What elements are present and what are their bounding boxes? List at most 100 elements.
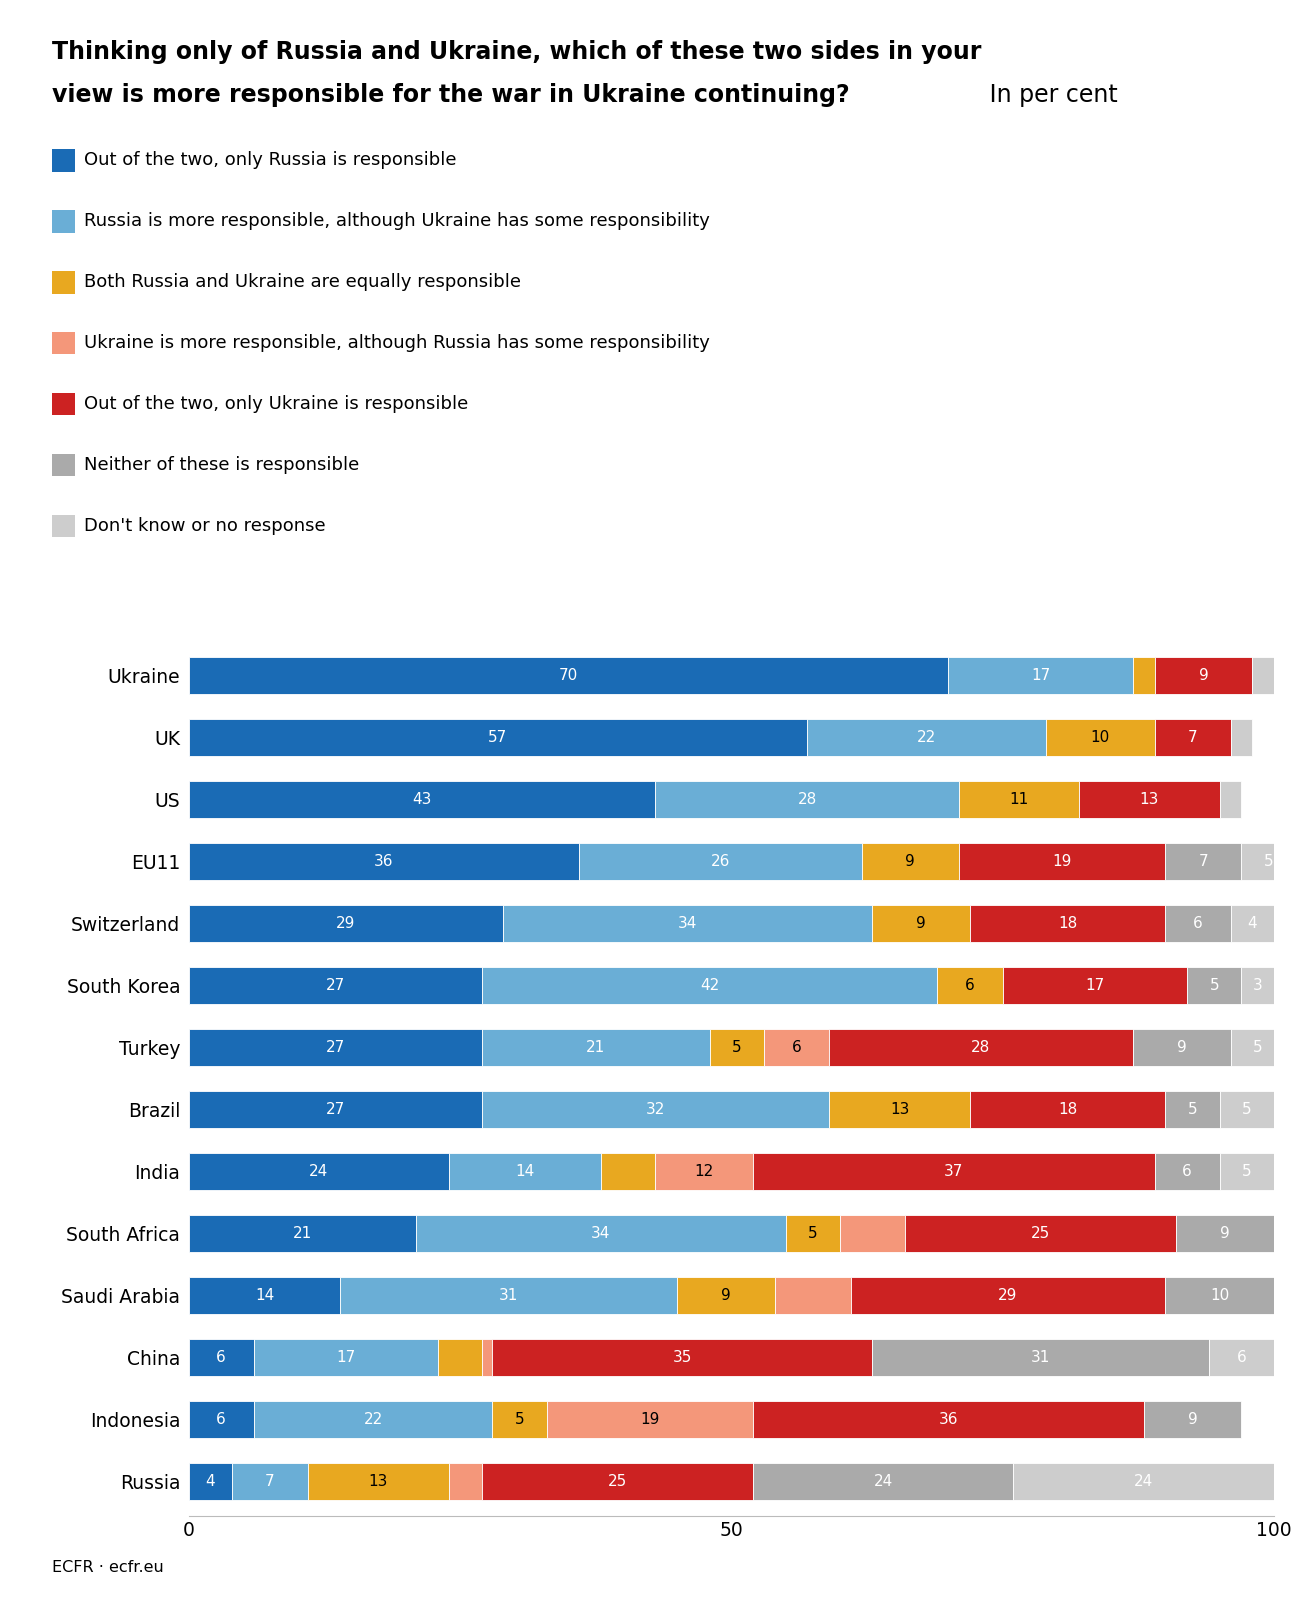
Text: 13: 13 bbox=[889, 1102, 909, 1118]
Bar bbox=[1166, 1091, 1219, 1128]
Text: 29: 29 bbox=[998, 1288, 1018, 1302]
Text: 70: 70 bbox=[559, 669, 578, 683]
Bar bbox=[254, 1400, 493, 1439]
Text: 17: 17 bbox=[1031, 669, 1050, 683]
Text: 37: 37 bbox=[944, 1165, 963, 1179]
Bar bbox=[1154, 658, 1252, 695]
Bar bbox=[188, 1463, 231, 1500]
Bar bbox=[753, 1463, 1014, 1500]
Text: 32: 32 bbox=[646, 1102, 666, 1118]
Text: 7: 7 bbox=[1199, 855, 1208, 869]
Bar bbox=[1231, 905, 1274, 942]
Bar bbox=[905, 1216, 1176, 1253]
Bar bbox=[188, 1153, 448, 1190]
Text: 29: 29 bbox=[337, 916, 356, 932]
Bar bbox=[503, 905, 872, 942]
Bar bbox=[1209, 1339, 1274, 1376]
Text: 3: 3 bbox=[1253, 978, 1262, 993]
Bar bbox=[1231, 719, 1252, 757]
Text: 10: 10 bbox=[1210, 1288, 1230, 1302]
Bar bbox=[448, 1153, 601, 1190]
Text: 27: 27 bbox=[325, 1102, 344, 1118]
Bar bbox=[1132, 1030, 1231, 1067]
Bar bbox=[753, 1400, 1144, 1439]
Bar bbox=[959, 844, 1166, 881]
Bar bbox=[1132, 658, 1154, 695]
Bar bbox=[481, 1030, 710, 1067]
Bar bbox=[970, 905, 1166, 942]
Text: 57: 57 bbox=[489, 730, 507, 746]
Bar bbox=[231, 1463, 308, 1500]
Text: 9: 9 bbox=[1188, 1412, 1197, 1428]
Text: 13: 13 bbox=[1140, 792, 1158, 807]
Text: 36: 36 bbox=[939, 1412, 958, 1428]
Bar bbox=[850, 1277, 1166, 1314]
Bar bbox=[188, 781, 655, 818]
Text: 5: 5 bbox=[1188, 1102, 1197, 1118]
Bar bbox=[188, 1030, 481, 1067]
Text: 6: 6 bbox=[1236, 1351, 1247, 1365]
Text: 7: 7 bbox=[265, 1474, 274, 1489]
Bar bbox=[1242, 967, 1274, 1004]
Text: 25: 25 bbox=[607, 1474, 627, 1489]
Text: In per cent: In per cent bbox=[982, 83, 1117, 107]
Bar bbox=[829, 1030, 1132, 1067]
Text: 5: 5 bbox=[732, 1039, 741, 1055]
Text: 6: 6 bbox=[216, 1351, 226, 1365]
Text: 5: 5 bbox=[1209, 978, 1219, 993]
Bar bbox=[448, 1463, 481, 1500]
Text: 9: 9 bbox=[722, 1288, 731, 1302]
Bar bbox=[1187, 967, 1242, 1004]
Bar bbox=[188, 658, 949, 695]
Text: 35: 35 bbox=[672, 1351, 692, 1365]
Bar bbox=[829, 1091, 970, 1128]
Bar bbox=[188, 1091, 481, 1128]
Bar bbox=[1219, 1153, 1274, 1190]
Text: 43: 43 bbox=[412, 792, 432, 807]
Bar bbox=[1166, 1277, 1274, 1314]
Text: 42: 42 bbox=[699, 978, 719, 993]
Text: 34: 34 bbox=[679, 916, 698, 932]
Text: 9: 9 bbox=[1199, 669, 1208, 683]
Bar bbox=[188, 1400, 254, 1439]
Text: view is more responsible for the war in Ukraine continuing?: view is more responsible for the war in … bbox=[52, 83, 850, 107]
Text: 18: 18 bbox=[1058, 916, 1078, 932]
Text: 21: 21 bbox=[292, 1225, 312, 1241]
Bar bbox=[949, 658, 1132, 695]
Bar bbox=[1166, 844, 1242, 881]
Bar bbox=[481, 1339, 493, 1376]
Bar bbox=[775, 1277, 850, 1314]
Text: 6: 6 bbox=[965, 978, 975, 993]
Bar bbox=[970, 1091, 1166, 1128]
Text: 6: 6 bbox=[216, 1412, 226, 1428]
Bar bbox=[1002, 967, 1187, 1004]
Text: 9: 9 bbox=[1221, 1225, 1230, 1241]
Text: 25: 25 bbox=[1031, 1225, 1050, 1241]
Text: 22: 22 bbox=[364, 1412, 382, 1428]
Bar bbox=[1219, 781, 1241, 818]
Bar bbox=[601, 1153, 655, 1190]
Text: 36: 36 bbox=[374, 855, 394, 869]
Bar bbox=[1166, 905, 1231, 942]
Bar bbox=[580, 844, 862, 881]
Text: Thinking only of Russia and Ukraine, which of these two sides in your: Thinking only of Russia and Ukraine, whi… bbox=[52, 40, 982, 64]
Bar bbox=[807, 719, 1046, 757]
Bar bbox=[785, 1216, 840, 1253]
Bar bbox=[1144, 1400, 1242, 1439]
Text: 11: 11 bbox=[1009, 792, 1028, 807]
Bar bbox=[959, 781, 1079, 818]
Bar bbox=[1176, 1216, 1274, 1253]
Bar bbox=[1079, 781, 1219, 818]
Bar bbox=[710, 1030, 764, 1067]
Text: 22: 22 bbox=[916, 730, 936, 746]
Text: 26: 26 bbox=[711, 855, 731, 869]
Bar bbox=[1046, 719, 1154, 757]
Bar bbox=[1219, 1091, 1274, 1128]
Text: 14: 14 bbox=[515, 1165, 534, 1179]
Bar bbox=[862, 844, 959, 881]
Bar bbox=[188, 1339, 254, 1376]
Text: 24: 24 bbox=[874, 1474, 893, 1489]
Text: 4: 4 bbox=[205, 1474, 214, 1489]
Bar bbox=[1014, 1463, 1274, 1500]
Bar bbox=[188, 1277, 341, 1314]
